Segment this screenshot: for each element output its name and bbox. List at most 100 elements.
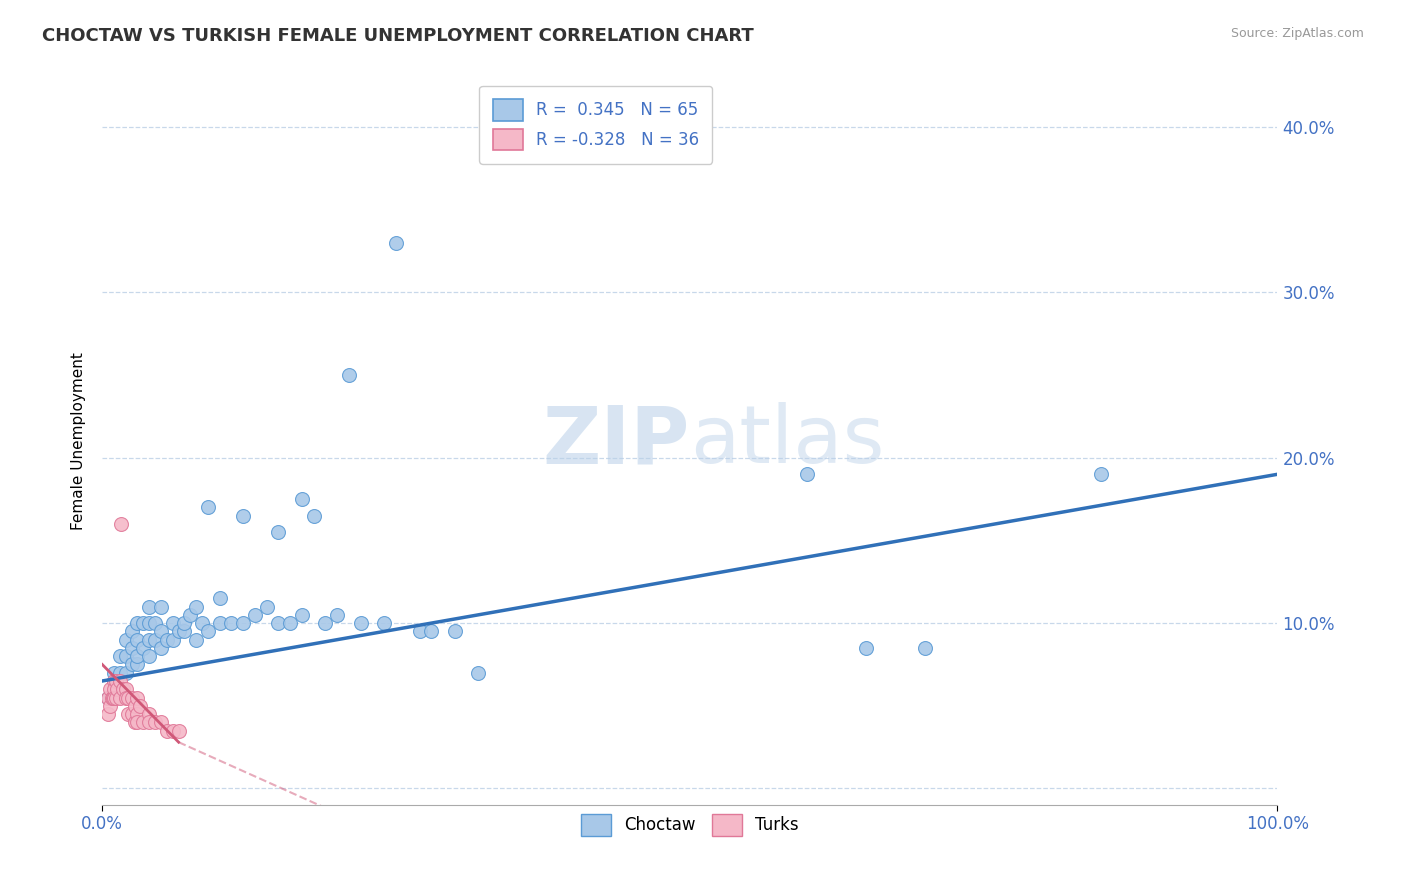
Point [443, 624, 465, 639]
Point [97, 690, 120, 705]
Point [143, 715, 166, 730]
Point [127, 715, 149, 730]
Point [232, 616, 254, 631]
Point [108, 690, 131, 705]
Point [138, 632, 160, 647]
Point [221, 616, 243, 631]
Point [101, 690, 124, 705]
Point [385, 235, 408, 250]
Point [127, 657, 149, 672]
Point [149, 599, 172, 614]
Point [208, 591, 231, 606]
Point [100, 690, 122, 705]
Point [138, 707, 160, 722]
Point [267, 525, 290, 540]
Point [103, 690, 125, 705]
Point [110, 516, 132, 531]
Text: Source: ZipAtlas.com: Source: ZipAtlas.com [1230, 27, 1364, 40]
Point [291, 492, 314, 507]
Point [167, 624, 190, 639]
Point [208, 616, 231, 631]
Point [420, 624, 443, 639]
Point [373, 616, 395, 631]
Point [315, 616, 337, 631]
Point [103, 682, 125, 697]
Point [127, 632, 149, 647]
Point [350, 616, 373, 631]
Text: atlas: atlas [690, 402, 884, 480]
Point [97, 707, 120, 722]
Point [100, 682, 122, 697]
Point [112, 682, 135, 697]
Point [114, 690, 136, 705]
Point [173, 616, 195, 631]
Point [143, 632, 166, 647]
Point [117, 707, 139, 722]
Point [326, 607, 349, 622]
Point [103, 673, 125, 688]
Point [121, 690, 143, 705]
Point [149, 640, 172, 655]
Point [162, 723, 184, 738]
Point [267, 616, 290, 631]
Point [278, 616, 301, 631]
Point [191, 616, 214, 631]
Point [124, 698, 146, 713]
Point [108, 665, 131, 680]
Point [186, 632, 208, 647]
Point [100, 698, 122, 713]
Point [197, 624, 219, 639]
Point [132, 616, 155, 631]
Point [105, 690, 128, 705]
Point [132, 715, 155, 730]
Legend: Choctaw, Turks: Choctaw, Turks [572, 805, 807, 844]
Point [149, 715, 172, 730]
Point [121, 640, 143, 655]
Point [127, 649, 149, 664]
Point [121, 707, 143, 722]
Point [143, 616, 166, 631]
Point [121, 657, 143, 672]
Point [855, 640, 877, 655]
Point [114, 665, 136, 680]
Point [103, 673, 125, 688]
Point [105, 673, 128, 688]
Point [173, 624, 195, 639]
Point [117, 690, 139, 705]
Point [179, 607, 201, 622]
Point [796, 467, 818, 482]
Point [149, 624, 172, 639]
Point [124, 715, 146, 730]
Point [467, 665, 489, 680]
Point [128, 698, 150, 713]
Point [162, 632, 184, 647]
Point [256, 599, 278, 614]
Point [138, 599, 160, 614]
Text: ZIP: ZIP [543, 402, 690, 480]
Point [138, 616, 160, 631]
Point [186, 599, 208, 614]
Point [127, 690, 149, 705]
Point [1090, 467, 1112, 482]
Point [114, 649, 136, 664]
Point [103, 665, 125, 680]
Point [162, 616, 184, 631]
Point [114, 632, 136, 647]
Point [107, 682, 129, 697]
Y-axis label: Female Unemployment: Female Unemployment [72, 352, 86, 530]
Point [138, 715, 160, 730]
Point [914, 640, 936, 655]
Point [243, 607, 266, 622]
Point [167, 723, 190, 738]
Point [132, 640, 155, 655]
Point [108, 649, 131, 664]
Point [138, 649, 160, 664]
Point [156, 632, 179, 647]
Point [337, 368, 360, 382]
Text: CHOCTAW VS TURKISH FEMALE UNEMPLOYMENT CORRELATION CHART: CHOCTAW VS TURKISH FEMALE UNEMPLOYMENT C… [42, 27, 754, 45]
Point [302, 508, 325, 523]
Point [121, 624, 143, 639]
Point [114, 682, 136, 697]
Point [291, 607, 314, 622]
Point [408, 624, 430, 639]
